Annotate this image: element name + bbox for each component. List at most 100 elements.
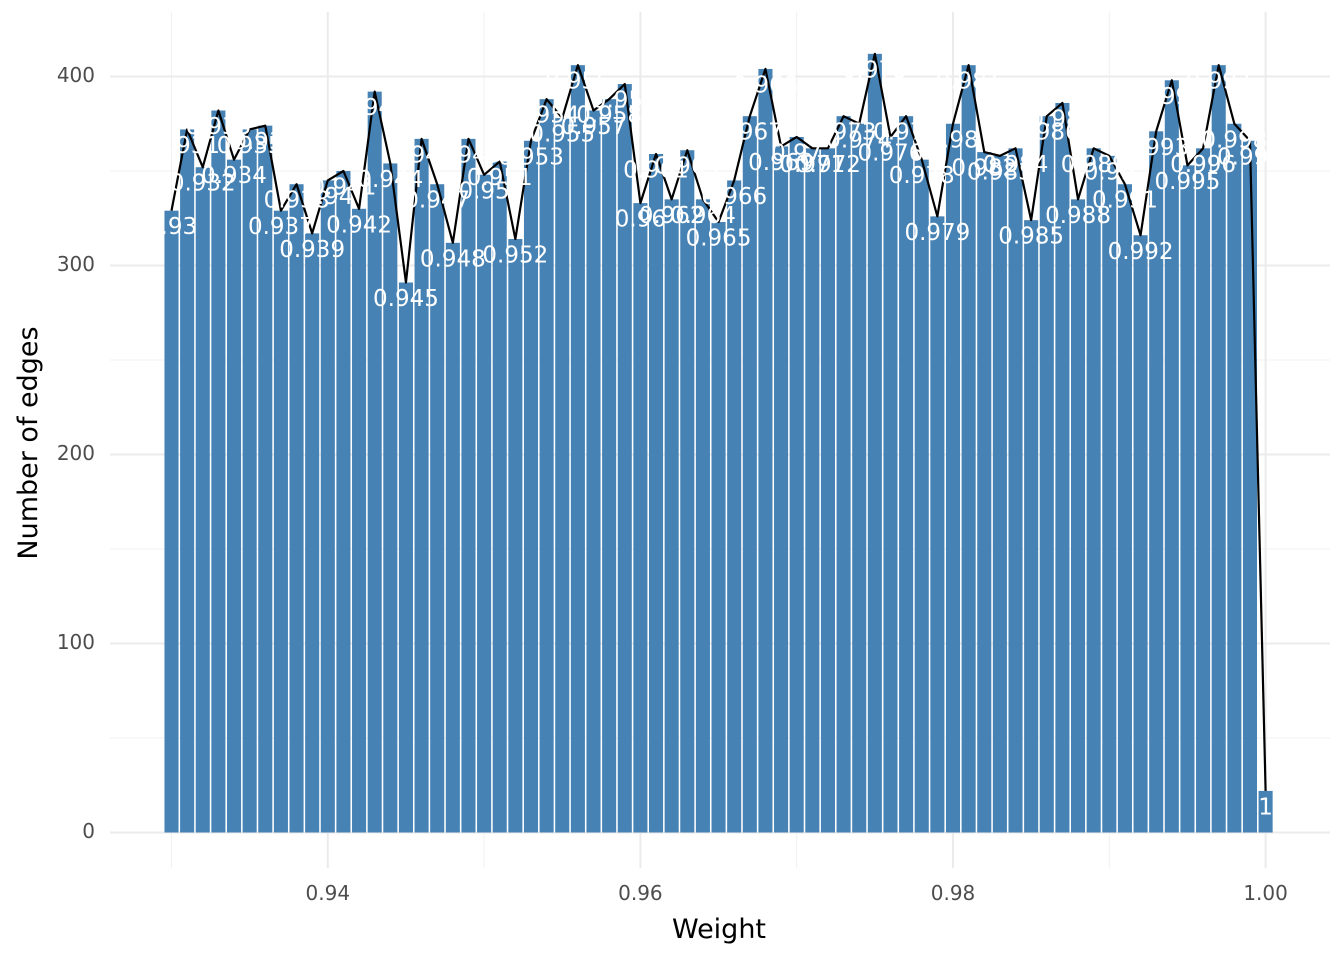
bar [930, 216, 945, 833]
bar [320, 180, 335, 833]
bar [492, 161, 507, 833]
data-label: 0.968 [733, 72, 799, 98]
bar [992, 155, 1007, 833]
bar [352, 208, 367, 833]
bar [523, 140, 539, 833]
data-label: 0.96 [615, 207, 666, 233]
bar [1242, 140, 1258, 833]
data-label: 0.999 [1217, 144, 1283, 170]
bar [430, 184, 445, 833]
bar [758, 68, 773, 833]
y-tick-label: 400 [57, 63, 95, 87]
data-label: 0.996 [1170, 152, 1236, 178]
data-label: 0.965 [686, 226, 752, 252]
bar [445, 242, 460, 833]
data-label: 0.936 [232, 129, 298, 155]
x-tick-label: 0.96 [618, 881, 663, 905]
y-tick-label: 0 [82, 819, 95, 843]
bar [226, 159, 242, 833]
data-label: 0.935 [217, 133, 283, 159]
bar [555, 118, 570, 833]
bar [602, 99, 617, 833]
bar [852, 123, 867, 833]
data-label: 0.966 [701, 184, 767, 210]
bar [211, 110, 226, 833]
bar [367, 91, 382, 833]
bar [1086, 148, 1101, 833]
bar [1211, 65, 1226, 833]
data-label: 0.973 [811, 120, 877, 146]
data-label: 0.975 [842, 57, 908, 83]
bar [1024, 220, 1039, 833]
data-label: 0.946 [389, 142, 455, 168]
y-tick-label: 100 [57, 630, 95, 654]
bar [617, 84, 632, 833]
bar [1133, 235, 1148, 833]
data-label: 0.945 [373, 286, 439, 312]
bar [305, 233, 320, 833]
data-label: 0.943 [342, 95, 408, 121]
bar [727, 180, 742, 833]
data-label: 0.952 [482, 243, 548, 269]
y-tick-label: 300 [57, 252, 95, 276]
data-label: 0.978 [889, 163, 955, 189]
data-label: 0.944 [357, 167, 423, 193]
data-label: 0.976 [858, 140, 924, 166]
bar [945, 123, 961, 833]
bar [633, 203, 648, 833]
data-label: 0.98 [927, 127, 978, 153]
x-axis-title: Weight [672, 914, 766, 945]
bar [242, 129, 257, 833]
bar [805, 148, 820, 833]
data-label: 0.989 [1061, 152, 1127, 178]
bar [1055, 102, 1070, 833]
bar [336, 171, 351, 833]
data-label: 0.961 [623, 157, 689, 183]
bar [195, 167, 210, 833]
data-label: 0.997 [1186, 69, 1252, 95]
data-label: 1 [1258, 794, 1273, 820]
data-label: 0.97 [771, 140, 822, 166]
bar [383, 163, 398, 833]
data-label: 0.982 [951, 156, 1017, 182]
data-label: 0.964 [670, 203, 736, 229]
bar [774, 146, 789, 833]
data-label: 0.984 [983, 152, 1049, 178]
data-label: 0.95 [458, 178, 509, 204]
bar [414, 138, 429, 833]
bar [664, 199, 679, 833]
data-label: 0.979 [904, 220, 970, 246]
y-axis-ticks: 0 100 200 300 400 [57, 63, 95, 843]
data-label: 0.93 [146, 214, 197, 240]
data-label: 0.948 [420, 246, 486, 272]
data-label: 0.962 [639, 203, 705, 229]
data-label: 0.931 [154, 133, 220, 159]
data-labels: 0.930.9310.9320.9330.9340.9350.9360.9370… [146, 57, 1283, 820]
data-label: 0.956 [545, 69, 611, 95]
bar [648, 153, 664, 833]
data-label: 0.949 [436, 142, 502, 168]
data-label: 0.958 [576, 103, 642, 129]
bar [164, 210, 179, 833]
y-tick-label: 200 [57, 441, 95, 465]
data-label: 0.942 [326, 212, 392, 238]
data-label: 0.981 [936, 69, 1002, 95]
bar [1039, 116, 1054, 833]
bar [914, 159, 929, 833]
data-label: 0.969 [748, 150, 814, 176]
data-label: 0.941 [311, 175, 377, 201]
data-label: 0.993 [1123, 135, 1189, 161]
data-label: 0.991 [1092, 188, 1158, 214]
bar [586, 110, 601, 833]
data-label: 0.939 [279, 237, 345, 263]
trend-line-layer [170, 52, 1267, 791]
bar [789, 136, 804, 833]
bar [398, 282, 413, 833]
x-axis-ticks: 0.94 0.96 0.98 1.00 [306, 881, 1288, 905]
bar [180, 129, 195, 833]
bar [899, 116, 914, 833]
bar [883, 136, 898, 833]
data-label: 0.974 [826, 127, 892, 153]
data-label: 0.967 [717, 120, 783, 146]
